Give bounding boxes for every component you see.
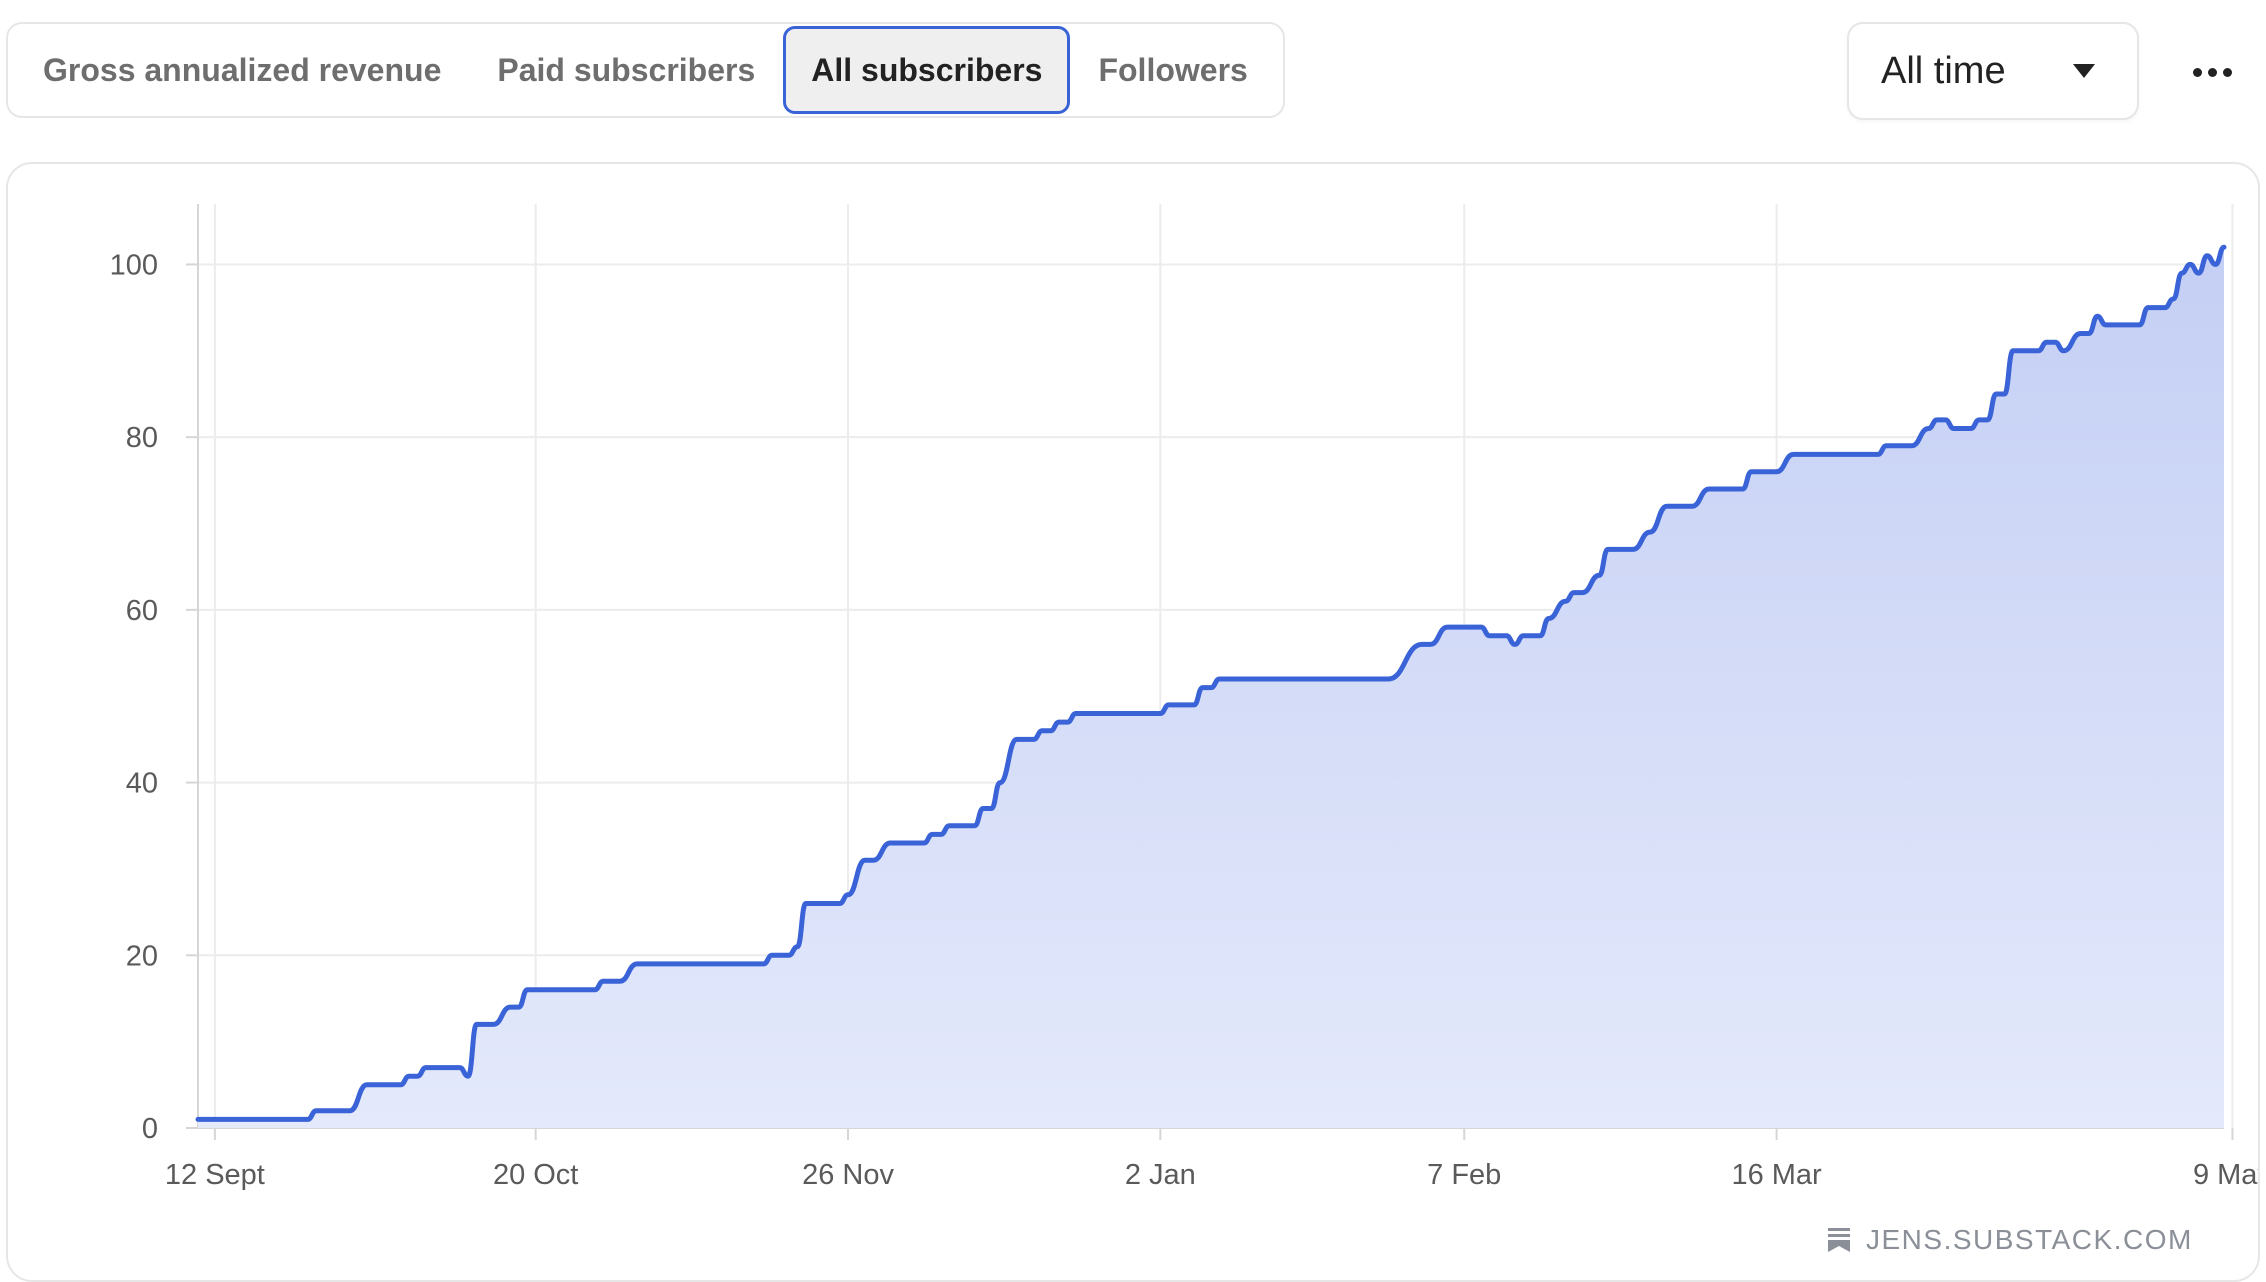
x-tick-label: 20 Oct [493,1159,578,1191]
more-options-button[interactable] [2180,42,2244,102]
more-horizontal-icon [2192,67,2202,77]
subscribers-chart: 0 20 40 60 80 100 12 Sept 20 Oct 26 Nov 2 Jan 7 Fe… [110,204,2258,1191]
y-tick-label: 40 [126,768,158,800]
watermark: JENS.SUBSTACK.COM [1828,1224,2193,1256]
tab-paid-subscribers[interactable]: Paid subscribers [497,51,756,88]
x-tick-label: 12 Sept [165,1159,265,1191]
tab-followers[interactable]: Followers [1098,51,1248,88]
tab-gross-annualized-revenue[interactable]: Gross annualized revenue [43,51,442,88]
chevron-down-icon [2073,64,2095,78]
x-tick-label: 2 Jan [1125,1159,1196,1191]
y-tick-label: 60 [126,595,158,627]
x-tick-label: 7 Feb [1427,1159,1501,1191]
metric-tabs: Gross annualized revenue Paid subscriber… [6,22,1285,118]
x-tick-label: 9 May [2193,1159,2258,1191]
y-tick-label: 80 [126,422,158,454]
tab-all-subscribers[interactable]: All subscribers [783,26,1071,114]
time-range-value: All time [1881,49,2006,92]
watermark-text: JENS.SUBSTACK.COM [1866,1224,2193,1255]
y-tick-label: 0 [142,1113,158,1145]
series-line [195,244,2227,1122]
more-dot [2207,67,2217,77]
x-tick-label: 16 Mar [1731,1159,1822,1191]
y-tick-label: 20 [126,940,158,972]
chart-card: 0 20 40 60 80 100 12 Sept 20 Oct 26 Nov 2 Jan 7 Fe… [6,162,2260,1282]
more-dot [2222,67,2232,77]
y-tick-label: 100 [110,249,158,281]
substack-bookmark-icon [1828,1228,1850,1252]
x-tick-label: 26 Nov [802,1159,894,1191]
time-range-select[interactable]: All time [1847,22,2139,120]
